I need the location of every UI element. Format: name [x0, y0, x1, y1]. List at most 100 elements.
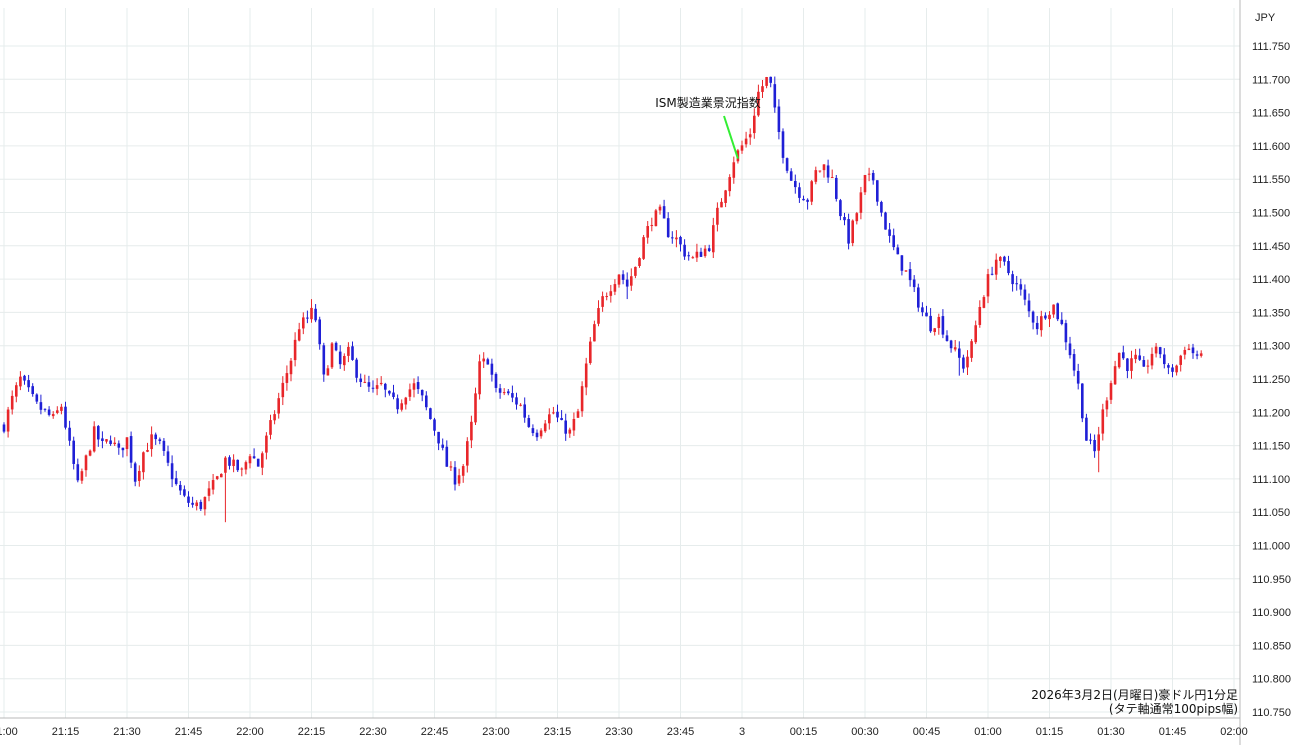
candle-body [261, 453, 264, 468]
candle-body [420, 389, 424, 396]
candle [564, 413, 567, 441]
candle-body [1163, 354, 1166, 365]
candle-body [798, 187, 801, 198]
candle [1007, 255, 1010, 276]
candle-body [925, 312, 928, 317]
x-tick-label: 22:45 [421, 726, 449, 738]
candle [326, 365, 330, 376]
candle-body [974, 325, 977, 343]
candle [1167, 363, 1170, 375]
candle [1011, 270, 1014, 292]
candle [1187, 344, 1191, 351]
candle-body [892, 235, 895, 248]
candle [166, 445, 170, 467]
candle-body [937, 316, 941, 328]
candle [716, 202, 719, 232]
y-tick-label: 110.950 [1252, 574, 1291, 586]
candle [917, 283, 920, 312]
candle-body [203, 496, 207, 510]
candle [535, 429, 539, 441]
candle [712, 217, 715, 259]
candle [15, 382, 18, 403]
currency-unit-label: JPY [1255, 12, 1276, 24]
candle [707, 244, 711, 253]
candle [703, 245, 707, 258]
candle-body [1183, 349, 1187, 355]
candle-body [888, 229, 891, 236]
candle [1072, 348, 1076, 377]
candle [617, 274, 621, 288]
candle [1150, 347, 1154, 370]
candle-body [794, 180, 797, 188]
candle-body [1019, 284, 1023, 290]
candle-body [945, 335, 949, 341]
candle-body [822, 164, 826, 171]
candle-body [839, 200, 842, 217]
candle-body [302, 317, 305, 329]
candle [404, 396, 408, 410]
candle [228, 455, 231, 470]
candle-body [625, 279, 629, 287]
y-tick-label: 110.850 [1252, 640, 1291, 652]
candle [1146, 359, 1150, 374]
candle [183, 485, 186, 498]
candle [584, 357, 588, 396]
candle [56, 406, 59, 415]
candle [125, 437, 129, 457]
candle-body [876, 180, 879, 202]
candle [457, 468, 461, 487]
candle-body [666, 218, 670, 238]
candle-body [64, 406, 67, 428]
candle-body [19, 376, 22, 387]
candle-body [597, 308, 600, 324]
candle-body [166, 451, 170, 463]
candle [896, 244, 900, 255]
y-tick-label: 111.250 [1252, 374, 1290, 386]
candle-body [658, 206, 662, 211]
candle [220, 473, 223, 478]
candle-body [277, 398, 280, 414]
candle-body [1093, 439, 1096, 452]
y-tick-label: 111.050 [1252, 507, 1290, 519]
candle [1117, 352, 1121, 369]
candle [179, 480, 182, 495]
candle [1052, 304, 1055, 318]
candle [576, 408, 580, 419]
candle [330, 342, 334, 369]
candle [429, 407, 432, 420]
candle [80, 468, 84, 484]
candle [396, 394, 399, 414]
candle-body [384, 383, 387, 390]
candle-body [318, 319, 321, 345]
candle [904, 270, 908, 272]
candle [1056, 302, 1059, 322]
candle [753, 108, 756, 139]
x-tick-label: 21:30 [113, 726, 141, 738]
candle [666, 212, 670, 238]
candle-body [174, 478, 178, 484]
candle [646, 221, 649, 244]
candle [601, 291, 604, 312]
candle [900, 255, 904, 276]
candle [613, 279, 617, 296]
candle [933, 327, 936, 336]
candle-body [740, 145, 744, 151]
candle [662, 199, 666, 219]
candle-body [97, 426, 100, 440]
candle-body [994, 259, 998, 275]
candle-body [56, 410, 59, 413]
candle-body [699, 251, 703, 257]
candle-body [1150, 353, 1154, 366]
candle-body [556, 411, 559, 418]
candle-body [60, 406, 63, 411]
candle-body [683, 244, 686, 257]
candle-body [695, 251, 699, 258]
candle-body [289, 360, 293, 375]
candle-body [527, 418, 531, 427]
candle-body [466, 441, 469, 466]
candle-body [884, 212, 887, 230]
candle-body [150, 434, 153, 450]
candle [876, 180, 879, 206]
candle-body [27, 380, 30, 388]
